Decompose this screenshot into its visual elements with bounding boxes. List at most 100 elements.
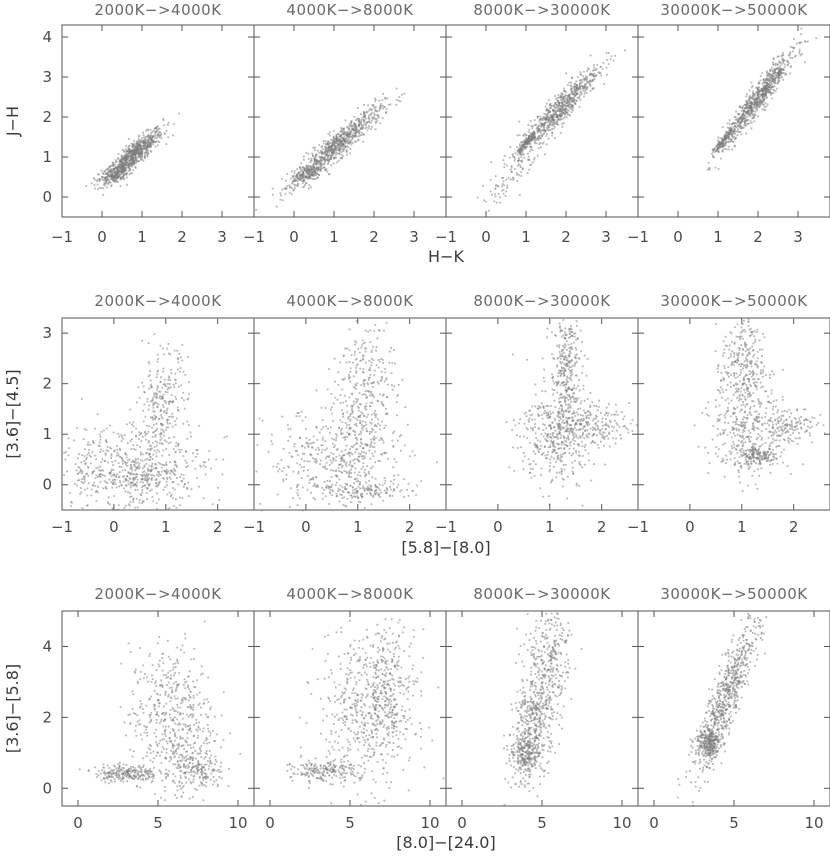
data-point bbox=[545, 143, 548, 146]
data-point bbox=[146, 152, 149, 155]
data-point bbox=[94, 187, 96, 190]
data-point bbox=[603, 83, 606, 85]
data-point bbox=[345, 145, 348, 148]
data-point bbox=[554, 95, 557, 97]
data-point bbox=[578, 87, 581, 89]
data-point bbox=[574, 103, 577, 105]
data-point bbox=[319, 158, 322, 161]
data-point bbox=[78, 467, 81, 469]
data-point bbox=[538, 130, 540, 132]
data-point bbox=[310, 177, 313, 180]
data-point bbox=[142, 409, 144, 412]
data-point bbox=[156, 428, 159, 430]
data-point bbox=[121, 469, 124, 472]
data-point bbox=[359, 474, 362, 477]
data-point bbox=[338, 470, 340, 472]
data-point bbox=[170, 372, 173, 375]
data-point bbox=[351, 141, 354, 144]
data-point bbox=[116, 181, 119, 183]
data-point bbox=[318, 160, 321, 163]
data-point bbox=[335, 133, 338, 136]
data-point bbox=[107, 182, 110, 184]
data-point bbox=[85, 429, 88, 432]
data-point bbox=[585, 88, 587, 90]
data-point bbox=[521, 161, 523, 163]
data-point bbox=[150, 134, 152, 137]
data-point bbox=[341, 472, 343, 474]
data-point bbox=[520, 170, 523, 173]
data-point bbox=[548, 109, 550, 112]
data-point bbox=[154, 401, 157, 404]
data-point bbox=[98, 441, 101, 444]
data-point bbox=[96, 178, 99, 181]
data-point bbox=[313, 160, 316, 163]
data-point bbox=[210, 467, 212, 470]
data-point bbox=[135, 141, 138, 144]
data-point bbox=[753, 115, 756, 118]
data-point bbox=[353, 129, 356, 132]
data-point bbox=[155, 429, 158, 432]
data-point bbox=[543, 112, 546, 115]
data-point bbox=[378, 439, 381, 441]
data-point bbox=[380, 376, 383, 378]
data-point bbox=[147, 375, 150, 378]
data-point bbox=[343, 461, 346, 463]
data-point bbox=[501, 185, 503, 188]
data-point bbox=[102, 176, 105, 179]
data-point bbox=[118, 169, 121, 172]
data-point bbox=[348, 135, 351, 137]
data-point bbox=[599, 66, 602, 68]
data-point bbox=[182, 474, 185, 476]
data-point bbox=[772, 72, 774, 75]
data-point bbox=[151, 464, 153, 467]
data-point bbox=[319, 149, 322, 152]
data-point bbox=[124, 169, 127, 171]
data-point bbox=[178, 112, 180, 115]
y-tick-label: 3 bbox=[42, 324, 52, 342]
data-point bbox=[549, 110, 551, 113]
data-point bbox=[121, 459, 124, 461]
data-point bbox=[342, 459, 344, 462]
data-point bbox=[137, 138, 140, 140]
data-point bbox=[365, 416, 368, 418]
data-point bbox=[116, 448, 119, 451]
data-point bbox=[128, 503, 130, 506]
data-point bbox=[111, 172, 114, 175]
data-point bbox=[298, 415, 301, 418]
data-point bbox=[311, 155, 314, 157]
data-point bbox=[375, 121, 377, 124]
data-point bbox=[323, 166, 325, 169]
data-point bbox=[782, 78, 784, 81]
data-point bbox=[184, 374, 187, 376]
data-point bbox=[326, 152, 328, 155]
data-point bbox=[733, 135, 736, 138]
data-point bbox=[67, 437, 70, 440]
data-point bbox=[565, 72, 568, 75]
data-point bbox=[773, 85, 776, 88]
data-point bbox=[770, 77, 773, 80]
data-point bbox=[128, 170, 130, 172]
data-point bbox=[124, 461, 127, 464]
data-point bbox=[130, 464, 132, 467]
data-point bbox=[164, 402, 167, 405]
data-point bbox=[165, 473, 168, 475]
data-point bbox=[159, 390, 162, 393]
data-point bbox=[377, 418, 379, 421]
data-point bbox=[539, 115, 542, 118]
data-point bbox=[166, 347, 169, 350]
data-point bbox=[573, 83, 576, 86]
data-point bbox=[128, 477, 131, 479]
data-point bbox=[127, 154, 130, 157]
data-point bbox=[358, 130, 361, 132]
data-point bbox=[275, 205, 278, 208]
data-point bbox=[398, 96, 401, 98]
data-point bbox=[546, 127, 548, 129]
data-point bbox=[291, 182, 294, 185]
data-point bbox=[74, 463, 77, 465]
data-point bbox=[320, 428, 323, 431]
data-point bbox=[143, 391, 145, 393]
data-point bbox=[287, 428, 290, 431]
data-point bbox=[312, 485, 315, 487]
data-point bbox=[125, 161, 128, 164]
data-point bbox=[369, 108, 371, 110]
